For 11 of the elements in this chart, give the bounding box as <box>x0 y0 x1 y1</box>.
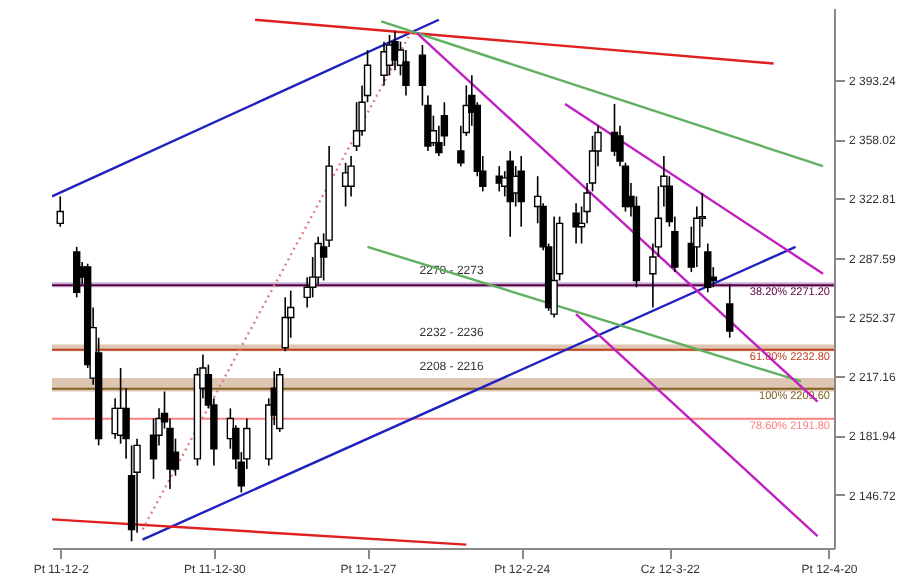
candlestick <box>133 437 141 534</box>
candlestick <box>572 202 580 245</box>
candlestick <box>550 215 558 319</box>
candlestick <box>391 30 399 72</box>
candlestick <box>517 155 525 228</box>
candlestick <box>56 195 64 228</box>
candlestick <box>402 49 410 97</box>
candlestick <box>380 40 388 87</box>
candlestick <box>281 296 289 352</box>
candlestick <box>704 242 712 294</box>
candlestick <box>726 283 734 339</box>
